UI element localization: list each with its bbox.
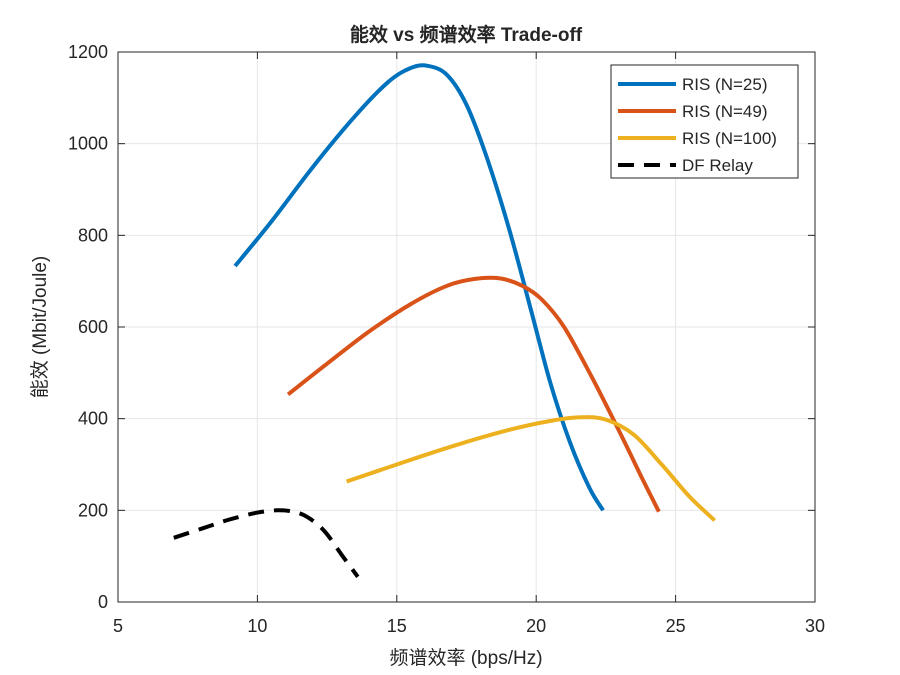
x-tick-label: 5 bbox=[113, 616, 123, 636]
x-tick-label: 10 bbox=[247, 616, 267, 636]
y-tick-label: 0 bbox=[98, 592, 108, 612]
legend-label-ris-n-100: RIS (N=100) bbox=[682, 129, 777, 148]
tick-marks bbox=[117, 51, 816, 603]
series-line-ris-n-100 bbox=[345, 415, 716, 522]
x-tick-labels: 5 10 15 20 25 30 bbox=[113, 616, 825, 636]
y-tick-labels: 0 200 400 600 800 1000 1200 bbox=[68, 42, 108, 612]
legend-label-ris-n-49: RIS (N=49) bbox=[682, 102, 768, 121]
series-line-ris-n-25 bbox=[233, 63, 605, 512]
legend: RIS (N=25) RIS (N=49) RIS (N=100) DF Relay bbox=[610, 64, 799, 179]
y-tick-label: 1200 bbox=[68, 42, 108, 62]
legend-items: RIS (N=25) RIS (N=49) RIS (N=100) DF Relay bbox=[618, 75, 777, 175]
legend-label-ris-n-25: RIS (N=25) bbox=[682, 75, 768, 94]
y-tick-label: 1000 bbox=[68, 134, 108, 154]
x-tick-label: 15 bbox=[387, 616, 407, 636]
y-tick-label: 600 bbox=[78, 317, 108, 337]
series-layer bbox=[173, 63, 716, 578]
y-tick-label: 400 bbox=[78, 409, 108, 429]
y-axis-label: 能效 (Mbit/Joule) bbox=[29, 256, 51, 399]
legend-label-df-relay: DF Relay bbox=[682, 156, 753, 175]
series-line-ris-n-49 bbox=[286, 275, 661, 513]
y-tick-label: 800 bbox=[78, 225, 108, 245]
x-tick-label: 25 bbox=[666, 616, 686, 636]
y-tick-label: 200 bbox=[78, 500, 108, 520]
series-line-df-relay bbox=[173, 508, 360, 578]
x-tick-label: 20 bbox=[526, 616, 546, 636]
x-tick-label: 30 bbox=[805, 616, 825, 636]
chart-title: 能效 vs 频谱效率 Trade-off bbox=[350, 23, 583, 46]
x-axis-label: 频谱效率 (bps/Hz) bbox=[389, 647, 542, 669]
